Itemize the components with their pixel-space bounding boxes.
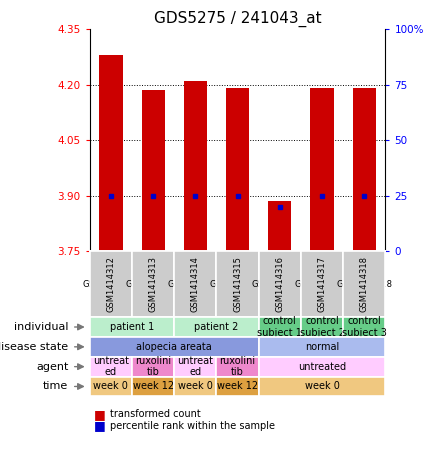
Title: GDS5275 / 241043_at: GDS5275 / 241043_at	[154, 10, 321, 27]
Text: ■: ■	[94, 408, 106, 421]
Text: untreated: untreated	[298, 361, 346, 371]
Text: GSM1414317: GSM1414317	[294, 280, 350, 289]
Text: GSM1414315: GSM1414315	[233, 256, 242, 312]
Text: patient 2: patient 2	[194, 322, 239, 332]
Bar	[184, 81, 207, 251]
Bar	[311, 87, 334, 251]
Bar	[353, 87, 376, 251]
Text: GSM1414314: GSM1414314	[191, 256, 200, 312]
Text: untreat
ed: untreat ed	[177, 356, 213, 377]
Text: individual: individual	[14, 322, 68, 332]
Bar	[268, 202, 291, 251]
Text: GSM1414312: GSM1414312	[106, 256, 115, 312]
Text: agent: agent	[36, 361, 68, 371]
Text: time: time	[43, 381, 68, 391]
Text: GSM1414318: GSM1414318	[360, 256, 369, 312]
Text: GSM1414316: GSM1414316	[276, 256, 284, 312]
Text: GSM1414313: GSM1414313	[148, 256, 158, 312]
Text: week 0: week 0	[305, 381, 339, 391]
Text: GSM1414316: GSM1414316	[252, 280, 308, 289]
Text: patient 1: patient 1	[110, 322, 154, 332]
Text: week 12: week 12	[217, 381, 258, 391]
Bar	[99, 55, 123, 251]
Text: GSM1414315: GSM1414315	[210, 280, 265, 289]
Text: control
subject 3: control subject 3	[342, 316, 387, 338]
Text: ■: ■	[94, 419, 106, 432]
Text: week 0: week 0	[93, 381, 128, 391]
Text: percentile rank within the sample: percentile rank within the sample	[110, 421, 275, 431]
Text: GSM1414318: GSM1414318	[336, 280, 392, 289]
Text: control
subject 1: control subject 1	[258, 316, 302, 338]
Text: control
subject 2: control subject 2	[300, 316, 345, 338]
Text: transformed count: transformed count	[110, 410, 200, 419]
Text: normal: normal	[305, 342, 339, 352]
Text: week 0: week 0	[178, 381, 213, 391]
Text: untreat
ed: untreat ed	[93, 356, 129, 377]
Text: GSM1414314: GSM1414314	[167, 280, 223, 289]
Bar	[141, 91, 165, 251]
Text: week 12: week 12	[133, 381, 174, 391]
Text: alopecia areata: alopecia areata	[136, 342, 212, 352]
Text: GSM1414312: GSM1414312	[83, 280, 139, 289]
Bar	[226, 87, 249, 251]
Text: GSM1414313: GSM1414313	[125, 280, 181, 289]
Text: GSM1414317: GSM1414317	[318, 256, 327, 312]
Text: ruxolini
tib: ruxolini tib	[135, 356, 171, 377]
Text: disease state: disease state	[0, 342, 68, 352]
Text: ruxolini
tib: ruxolini tib	[219, 356, 256, 377]
